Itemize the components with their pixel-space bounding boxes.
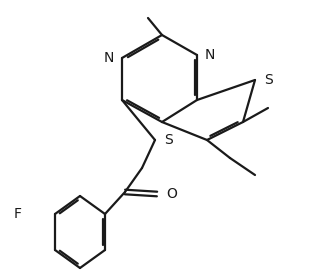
Text: F: F — [14, 207, 22, 221]
Text: N: N — [104, 51, 114, 65]
Text: S: S — [164, 133, 173, 147]
Text: N: N — [205, 48, 215, 62]
Text: S: S — [264, 73, 273, 87]
Text: O: O — [166, 187, 177, 201]
